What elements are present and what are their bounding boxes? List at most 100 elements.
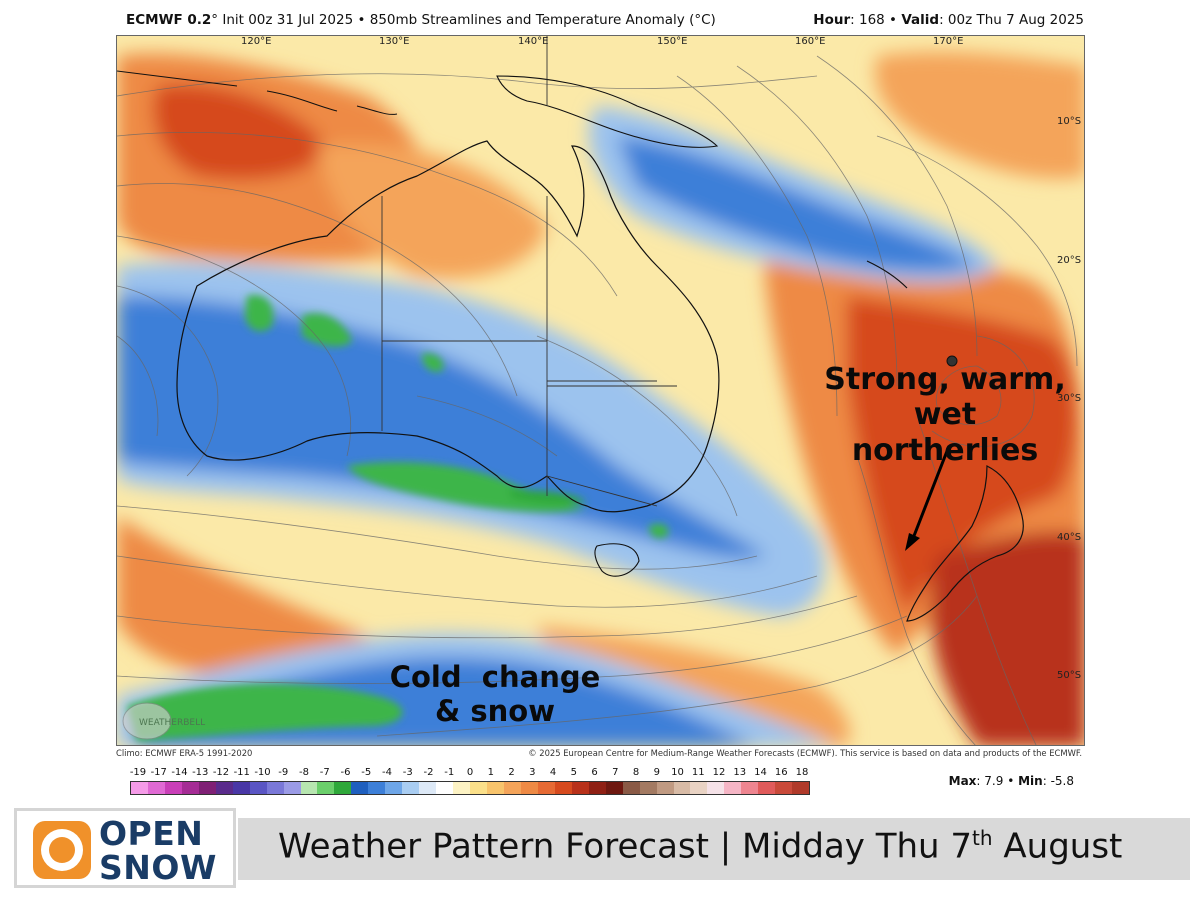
warm-patch-northeast [875,51,1084,179]
banner-title-suffix: August [992,826,1123,867]
colorbar-swatch [351,782,369,794]
anomaly-blobs [117,51,1084,745]
annotation-warm-line1: Strong, warm, [824,362,1066,397]
streamline [117,183,518,397]
hour-label: Hour [813,12,851,28]
colorbar-tick-label: -7 [319,767,330,778]
colorbar-swatch [131,782,148,794]
banner-title-prefix: Weather Pattern Forecast | Midday Thu 7 [278,826,973,867]
colorbar-tick-label: -1 [444,767,455,778]
colorbar-tick-label: 0 [466,767,474,778]
snowflake-sun-icon [33,821,91,879]
streamline [376,595,978,737]
colorbar-tick-label: 9 [653,767,660,778]
max-label: Max [948,774,977,788]
annotation-cold-line2: & snow [434,694,555,729]
colorbar-tick-label: 2 [508,767,515,778]
new-caledonia-coastline [866,260,908,289]
streamline [916,415,1037,745]
lat-label-10s: 10°S [1057,116,1082,127]
model-name: ECMWF 0.2 [126,12,212,28]
colorbar-tick-label: -3 [402,767,413,778]
lon-label-150e: 150°E [657,36,688,47]
colorbar-swatch [520,782,538,794]
colorbar-swatch [656,782,674,794]
streamline [117,285,219,477]
logo-line1: OPEN [99,814,204,853]
colorbar-swatch [300,782,318,794]
colorbar-swatch [419,782,437,794]
colorbar-swatch [571,782,589,794]
colorbar-tick-label: -14 [171,767,188,778]
streamline [416,395,558,457]
colorbar-swatch [639,782,657,794]
cold-pocket-victoria [507,490,587,504]
colorbar-tick-label: 6 [591,767,598,778]
streamline [736,65,898,387]
opensnow-logo: OPEN SNOW [14,808,236,888]
watermark-badge [122,702,172,740]
colorbar-swatch [605,782,623,794]
init-time: Init 00z 31 Jul 2025 [222,12,354,28]
cold-core-coral-sea [617,136,977,272]
colorbar-tick-label: 8 [632,767,640,778]
streamline [117,235,352,457]
copyright-credit: © 2025 European Centre for Medium-Range … [528,748,1082,758]
colorbar-swatch [181,782,199,794]
streamline [117,615,908,684]
annotation-warm-northerlies: Strong, warm, wet northerlies [820,362,1070,468]
separator-bullet: • [357,12,366,28]
product-name: 850mb Streamlines and Temperature Anomal… [369,12,716,28]
lon-label-140e: 140°E [518,36,549,47]
colorbar-tick-label: 14 [754,767,767,778]
streamline [856,455,976,745]
warm-core-new-zealand [930,532,1084,745]
colorbar-swatch [588,782,606,794]
warm-band-south-central [537,626,850,745]
colorbar-tick-label: 12 [712,767,726,778]
colorbar-swatch [453,782,471,794]
colorbar-swatch [470,782,488,794]
colorbar-swatch [232,782,250,794]
colorbar-labels: -19 -17 -14 -13 -12 -11 -10 -9 -8 -7 -6 -5 -4 -3 -2 -1 0… [130,767,810,779]
logo-line2: SNOW [99,848,217,887]
state-borders [381,36,677,507]
lon-label-130e: 130°E [379,36,410,47]
tasmania-coastline [594,543,640,577]
separator-bullet-2: • [889,12,898,28]
annotation-cold-change: Cold change & snow [380,660,610,728]
warm-core-northwest [153,84,327,180]
colorbar-tick-label: -11 [233,767,250,778]
strong-cold-pockets [127,295,669,741]
cold-pocket-bass [649,524,669,538]
streamlines [117,55,1078,745]
colorbar-swatch [537,782,555,794]
lat-label-50s: 50°S [1057,670,1082,681]
colorbar-tick-label: -17 [150,767,167,778]
streamline [876,135,1078,367]
colorbar-swatch [317,782,335,794]
cold-pocket-central [422,353,444,372]
colorbar-tick-label: 16 [774,767,788,778]
min-label: Min [1018,774,1043,788]
colorbar-swatch [758,782,776,794]
colorbar-tick-label: 13 [733,767,747,778]
colorbar-swatch [741,782,759,794]
cold-pocket-south [127,683,403,741]
separator-bullet-3: • [1007,774,1015,788]
streamline [536,335,738,517]
map-header-right: Hour: 168 • Valid: 00z Thu 7 Aug 2025 [813,12,1084,32]
valid-value: : 00z Thu 7 Aug 2025 [939,12,1084,28]
watermark-text: WEATHERBELL [139,718,205,728]
colorbar-tick-label: -6 [340,767,351,778]
colorbar-tick-label: -12 [212,767,230,778]
colorbar-swatch [554,782,572,794]
lon-label-120e: 120°E [241,36,272,47]
colorbar-tick-label: 10 [671,767,684,778]
colorbar-tick-label: 11 [691,767,705,778]
arrow-shaft [910,445,951,542]
min-value: : -5.8 [1042,774,1074,788]
colorbar-tick-label: 3 [529,767,536,778]
lat-label-20s: 20°S [1057,255,1082,266]
colorbar-tick-label: -2 [423,767,434,778]
